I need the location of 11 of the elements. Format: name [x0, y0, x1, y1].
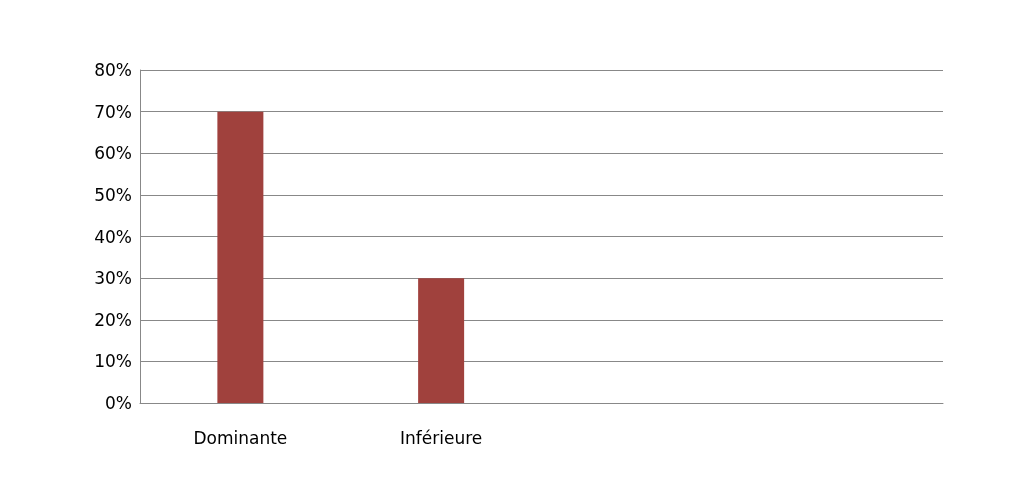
x-tick-label: Inférieure: [399, 427, 483, 448]
y-tick-label: 0%: [105, 393, 132, 413]
y-tick-label: 10%: [94, 351, 132, 372]
y-tick-label: 70%: [94, 101, 132, 122]
y-tick-label: 80%: [94, 60, 132, 80]
x-tick-label: Dominante: [193, 427, 288, 448]
y-tick-label: 40%: [94, 226, 132, 247]
y-tick-label: 60%: [94, 143, 132, 164]
y-tick-label: 20%: [94, 309, 132, 330]
y-tick-label: 30%: [94, 268, 132, 289]
y-tick-label: 50%: [94, 184, 132, 205]
